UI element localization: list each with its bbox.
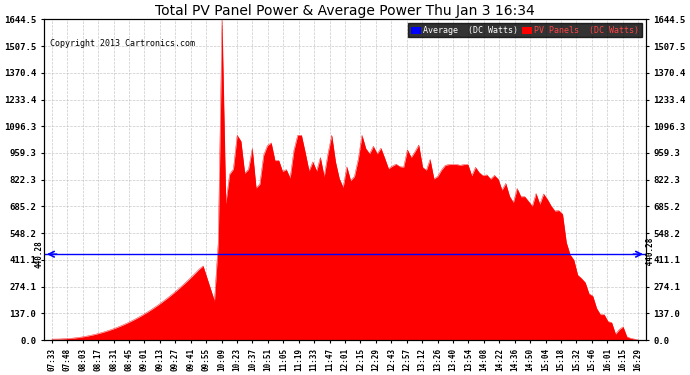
Title: Total PV Panel Power & Average Power Thu Jan 3 16:34: Total PV Panel Power & Average Power Thu… bbox=[155, 4, 535, 18]
Legend: Average  (DC Watts), PV Panels  (DC Watts): Average (DC Watts), PV Panels (DC Watts) bbox=[408, 24, 642, 38]
Text: Copyright 2013 Cartronics.com: Copyright 2013 Cartronics.com bbox=[50, 39, 195, 48]
Text: 440.28: 440.28 bbox=[35, 240, 44, 268]
Text: 440.28: 440.28 bbox=[646, 238, 655, 270]
